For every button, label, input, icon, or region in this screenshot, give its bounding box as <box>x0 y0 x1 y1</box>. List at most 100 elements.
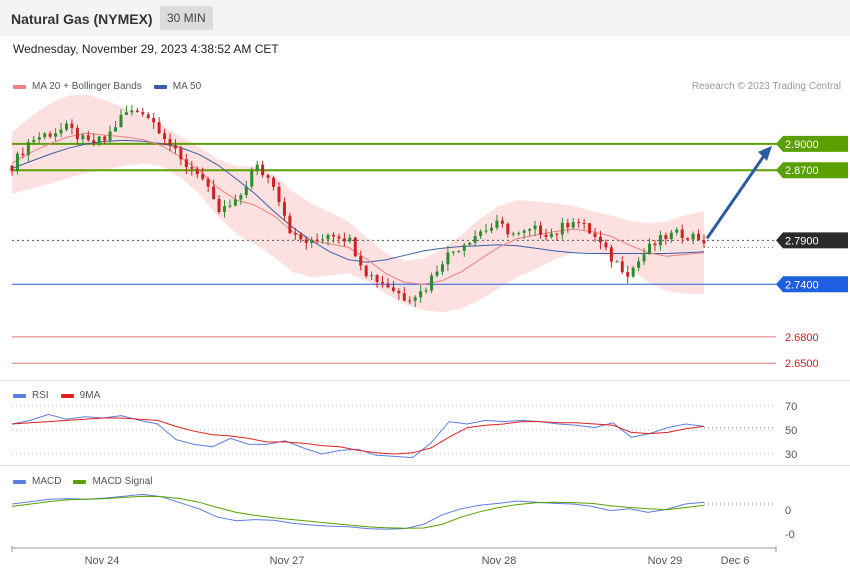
candle-body <box>331 234 335 237</box>
candle-body <box>370 275 374 277</box>
candle-body <box>179 148 183 160</box>
price-levels: 2.9000 2.8700 2.7900 2.7400 2.6800 2.6500 <box>12 135 848 370</box>
candle-body <box>424 290 428 292</box>
research-credit: Research © 2023 Trading Central <box>691 81 841 92</box>
candle-body <box>315 239 319 241</box>
rsi-panel: 70 50 30 <box>11 401 797 461</box>
x-tick-dec-6: Dec 6 <box>721 555 750 567</box>
legend-ma50-label: MA 50 <box>172 81 202 92</box>
candle-body <box>637 261 641 268</box>
candle-body <box>103 136 107 141</box>
candle-body <box>168 139 172 146</box>
candle-body <box>620 261 624 273</box>
candle-body <box>408 300 412 302</box>
candle-body <box>299 234 303 240</box>
candle-body <box>250 170 254 187</box>
candle-body <box>255 164 259 171</box>
candle-body <box>195 168 199 175</box>
candle-body <box>43 133 47 138</box>
candle-body <box>223 206 227 213</box>
candle-body <box>86 135 90 141</box>
candle-body <box>577 222 581 224</box>
candle-body <box>446 252 450 265</box>
instrument-title: Natural Gas (NYMEX) <box>11 11 153 27</box>
candle-body <box>593 233 597 237</box>
candle-body <box>266 175 270 178</box>
candle-body <box>337 236 341 239</box>
candle-body <box>261 164 265 176</box>
candle-body <box>517 232 521 234</box>
main-legend: MA 20 + Bollinger Bands MA 50 <box>13 81 201 92</box>
candle-body <box>609 247 613 262</box>
candle-body <box>233 199 237 206</box>
level-tag-2.8700 <box>776 162 848 179</box>
candle-body <box>522 230 526 233</box>
rsi-legend: RSI 9MA <box>13 390 100 401</box>
x-tick-nov-24: Nov 24 <box>85 555 120 567</box>
candle-body <box>653 243 657 246</box>
candle-body <box>598 236 602 243</box>
candle-body <box>81 135 85 140</box>
candle-body <box>549 233 553 237</box>
candle-body <box>571 222 575 228</box>
macd-tick-neg0: -0 <box>785 529 795 541</box>
candle-body <box>70 123 74 128</box>
ma50-line <box>11 139 705 263</box>
macd-panel: 0 -0 <box>11 493 795 541</box>
candle-body <box>190 167 194 169</box>
rsi-ma-line <box>11 417 705 455</box>
candle-body <box>702 240 706 244</box>
rsi-tick-30: 30 <box>785 449 797 461</box>
candle-body <box>277 186 281 203</box>
panel-divider-macd <box>0 465 850 466</box>
level-label-2.8700: 2.8700 <box>785 165 819 177</box>
rsi-ma-swatch <box>60 393 74 398</box>
candle-body <box>114 127 118 132</box>
macd-tick-0: 0 <box>785 505 791 517</box>
candle-body <box>451 251 455 253</box>
x-tick-nov-29: Nov 29 <box>648 555 683 567</box>
level-tag-2.9000 <box>776 135 848 152</box>
rsi-tick-70: 70 <box>785 401 797 413</box>
candle-body <box>321 239 325 241</box>
level-label-2.7900: 2.7900 <box>785 235 819 247</box>
candle-body <box>462 244 466 251</box>
candle-body <box>59 129 63 134</box>
level-label-2.6800: 2.6800 <box>785 332 819 344</box>
candle-body <box>310 239 314 244</box>
candle-body <box>402 293 406 301</box>
candle-body <box>228 205 232 207</box>
legend-macd-label: MACD <box>32 476 62 487</box>
candle-body <box>92 140 96 143</box>
candle-body <box>604 242 608 248</box>
candle-body <box>184 159 188 168</box>
candle-body <box>304 239 308 244</box>
candle-body <box>582 222 586 224</box>
candle-body <box>135 110 139 113</box>
candle-body <box>353 237 357 257</box>
candle-body <box>566 222 570 228</box>
candle-body <box>10 165 14 172</box>
candle-body <box>212 186 216 199</box>
candle-body <box>359 256 363 266</box>
candle-body <box>272 177 276 187</box>
candle-body <box>457 250 461 252</box>
candle-body <box>146 114 150 119</box>
macd-signal-swatch <box>73 479 87 484</box>
candle-body <box>440 264 444 272</box>
datetime-stamp: Wednesday, November 29, 2023 4:38:52 AM … <box>13 42 279 56</box>
timeframe-badge[interactable]: 30 MIN <box>160 6 213 30</box>
level-tag-2.7400 <box>776 276 848 293</box>
x-axis: Nov 24 Nov 27 Nov 28 Nov 29 Dec 6 <box>11 546 777 567</box>
candle-body <box>648 243 652 255</box>
level-tag-2.7900 <box>776 232 848 249</box>
candle-body <box>54 133 58 137</box>
panel-divider-rsi <box>0 380 850 381</box>
candle-body <box>342 238 346 242</box>
x-tick-nov-28: Nov 28 <box>482 555 517 567</box>
candle-body <box>555 233 559 235</box>
candle-body <box>244 186 248 196</box>
candle-body <box>473 236 477 243</box>
candle-body <box>484 230 488 232</box>
